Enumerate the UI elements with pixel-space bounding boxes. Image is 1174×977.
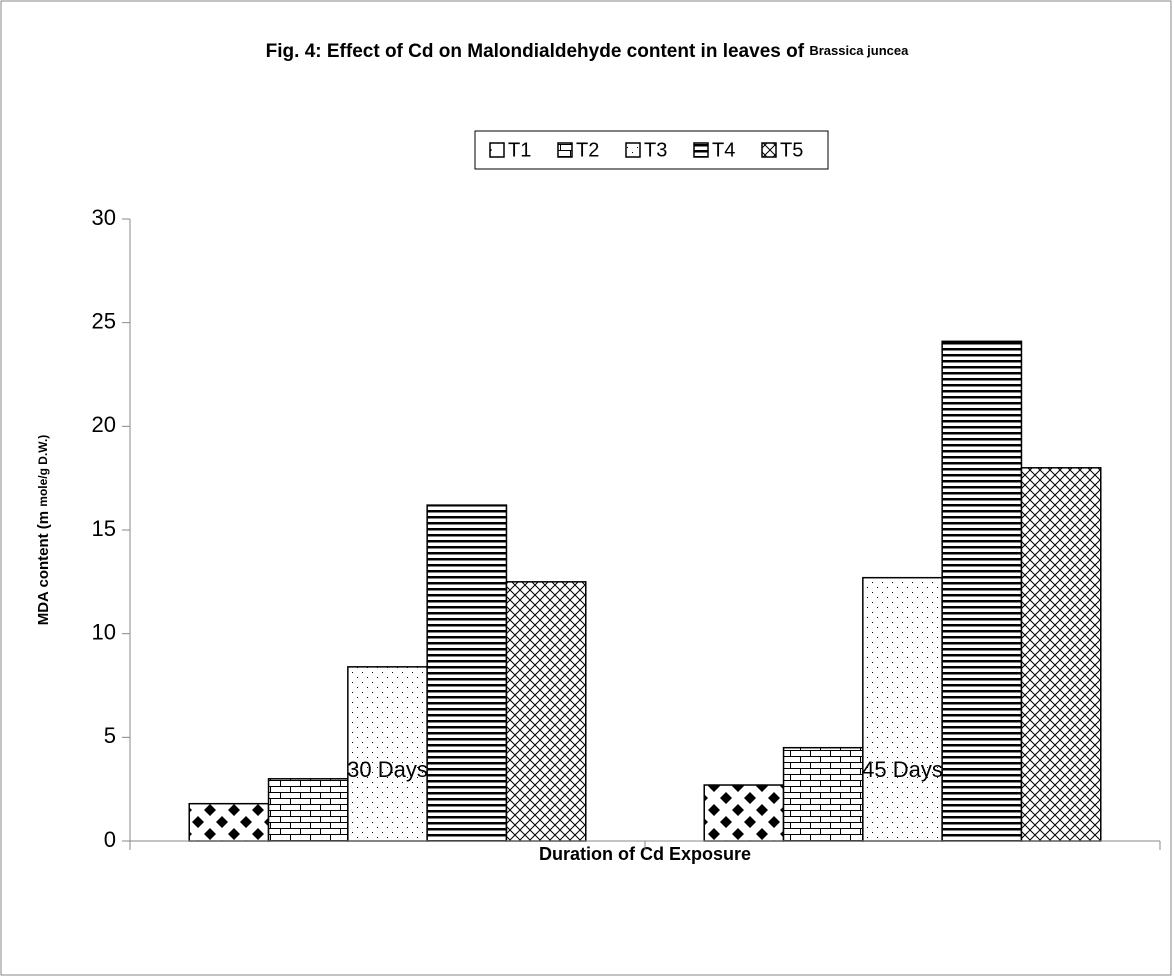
- title-main: Fig. 4: Effect of Cd on Malondialdehyde …: [266, 41, 805, 62]
- x-axis-label: Duration of Cd Exposure: [539, 844, 751, 864]
- ylabel-unit: mole/g D.W.): [36, 435, 50, 507]
- y-axis-label: MDA content (m mole/g D.W.): [35, 435, 52, 626]
- bar: [782, 746, 864, 842]
- x-tick-label: 45 Days: [862, 757, 943, 782]
- legend-swatch: [625, 142, 641, 158]
- bar: [347, 666, 428, 842]
- y-tick-label: 0: [104, 827, 116, 852]
- x-tick-label: 30 Days: [347, 757, 428, 782]
- y-tick-label: 15: [92, 516, 116, 541]
- bar: [941, 340, 1023, 842]
- chart-title: Fig. 4: Effect of Cd on Malondialdehyde …: [266, 41, 909, 62]
- title-species: Brassica juncea: [809, 43, 909, 58]
- bar: [862, 576, 943, 842]
- legend-label: T1: [508, 139, 531, 161]
- legend-label: T3: [644, 139, 667, 161]
- bar: [505, 581, 587, 842]
- legend-swatch: [489, 142, 505, 158]
- legend-label: T2: [576, 139, 599, 161]
- y-tick-label: 20: [92, 412, 116, 437]
- bar: [426, 504, 508, 842]
- bar: [188, 802, 270, 842]
- legend-label: T4: [712, 139, 735, 161]
- bar: [267, 778, 349, 842]
- y-tick-label: 25: [92, 308, 116, 333]
- y-tick-label: 5: [104, 723, 116, 748]
- y-tick-label: 10: [92, 619, 116, 644]
- y-tick-label: 30: [92, 205, 116, 230]
- legend-label: T5: [780, 139, 803, 161]
- bar: [703, 784, 785, 842]
- legend: T1 T2 T3 T4 T5: [489, 139, 803, 161]
- legend-swatch: [761, 142, 777, 158]
- legend-swatch: [557, 142, 573, 158]
- bar: [1020, 467, 1102, 842]
- ylabel-main: MDA content (m: [35, 511, 52, 625]
- legend-swatch: [693, 142, 709, 158]
